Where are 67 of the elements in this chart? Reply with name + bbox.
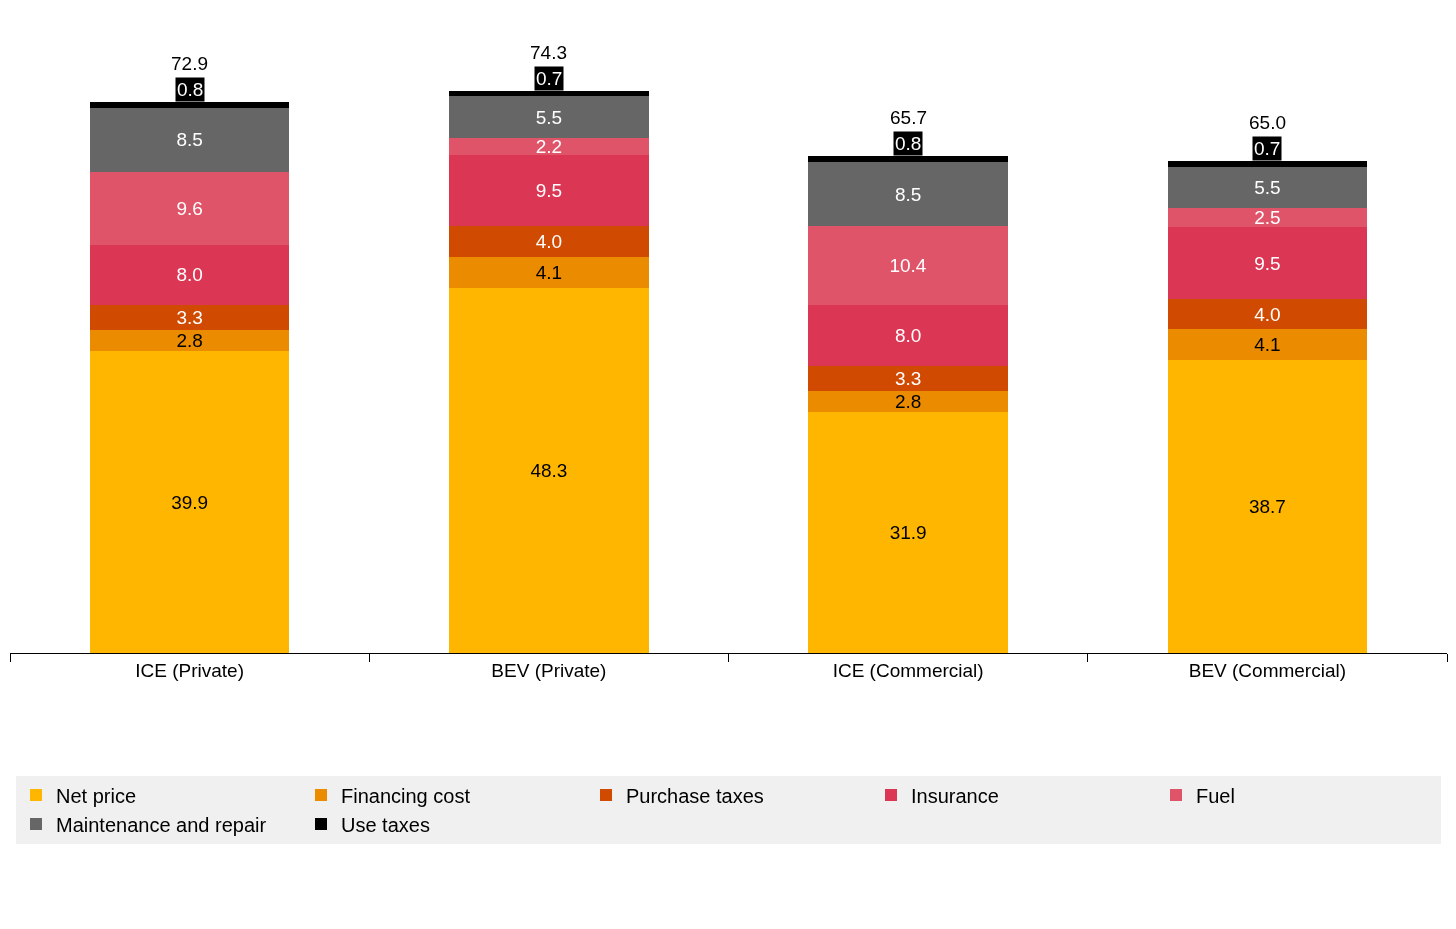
data-label: 0.8 xyxy=(895,133,922,154)
total-label: 65.7 xyxy=(890,107,927,128)
x-tick-label: BEV (Commercial) xyxy=(1188,659,1347,681)
data-label: 0.8 xyxy=(177,79,204,100)
data-label: 9.6 xyxy=(176,197,203,219)
bar xyxy=(449,137,649,155)
bar xyxy=(808,226,1008,306)
x-tick-label: BEV (Private) xyxy=(491,659,607,681)
bar xyxy=(1167,360,1368,653)
x-tick-label: ICE (Commercial) xyxy=(832,659,984,681)
bar xyxy=(449,256,649,288)
bar xyxy=(89,305,290,331)
legend-label: Maintenance and repair xyxy=(56,813,267,836)
bar xyxy=(89,171,290,245)
bar xyxy=(449,287,649,653)
total-label: 65.0 xyxy=(1249,112,1286,133)
data-label: 48.3 xyxy=(530,459,568,481)
bar xyxy=(1167,166,1368,209)
bar xyxy=(449,96,649,138)
data-label: 2.5 xyxy=(1254,207,1281,229)
bar xyxy=(808,162,1008,227)
data-label: 4.1 xyxy=(535,261,563,283)
data-label: 2.2 xyxy=(535,135,563,157)
data-label: 9.5 xyxy=(535,179,563,201)
data-label: 5.5 xyxy=(1254,176,1281,198)
legend-label: Fuel xyxy=(1196,784,1235,807)
legend-label: Financing cost xyxy=(341,784,471,807)
bar xyxy=(89,107,290,172)
bar xyxy=(449,154,649,227)
data-label: 38.7 xyxy=(1248,496,1286,518)
bar xyxy=(808,305,1008,366)
bar xyxy=(808,390,1008,412)
legend-label: Net price xyxy=(56,784,137,807)
data-label: 8.5 xyxy=(894,183,922,205)
bar xyxy=(89,330,290,352)
bar xyxy=(1167,329,1368,361)
data-label: 0.7 xyxy=(1254,138,1281,159)
data-label: 31.9 xyxy=(889,521,927,543)
data-label: 4.1 xyxy=(1254,334,1281,356)
data-label: 39.9 xyxy=(171,491,209,513)
bar xyxy=(1167,208,1368,228)
data-label: 0.7 xyxy=(536,68,563,89)
data-label: 10.4 xyxy=(889,255,927,277)
bar xyxy=(1167,299,1368,330)
bar xyxy=(89,244,290,306)
data-label: 5.5 xyxy=(535,106,563,128)
data-label: 4.0 xyxy=(535,231,563,253)
bar xyxy=(449,226,649,257)
legend-label: Insurance xyxy=(911,784,999,807)
data-label: 8.0 xyxy=(176,264,203,286)
legend-label: Use taxes xyxy=(341,813,430,836)
total-label: 74.3 xyxy=(530,42,567,63)
bar xyxy=(89,351,290,653)
data-label: 8.5 xyxy=(176,129,203,151)
data-label: 3.3 xyxy=(176,307,203,329)
data-label: 8.0 xyxy=(894,324,922,346)
data-label: 4.0 xyxy=(1254,303,1281,325)
legend-label: Purchase taxes xyxy=(626,784,764,807)
total-label: 72.9 xyxy=(171,53,208,74)
data-label: 2.8 xyxy=(894,390,922,412)
bar xyxy=(808,411,1008,653)
data-label: 9.5 xyxy=(1254,252,1281,274)
data-label: 2.8 xyxy=(176,330,203,352)
bar xyxy=(1167,227,1368,300)
x-tick-label: ICE (Private) xyxy=(135,659,245,681)
bar xyxy=(808,365,1008,391)
data-label: 3.3 xyxy=(894,367,922,389)
